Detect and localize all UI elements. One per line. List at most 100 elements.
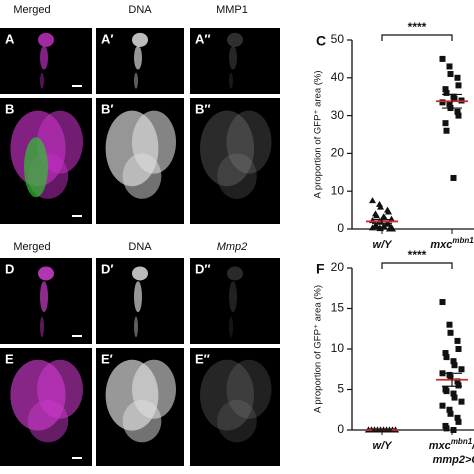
data-point bbox=[450, 358, 457, 365]
panel-label: C bbox=[316, 33, 326, 49]
tissue bbox=[229, 281, 237, 313]
data-point bbox=[439, 99, 446, 106]
y-tick-label: 5 bbox=[337, 382, 344, 396]
micrograph bbox=[190, 28, 280, 94]
tissue bbox=[40, 45, 48, 70]
column-header: MMP1 bbox=[216, 4, 248, 16]
data-point bbox=[443, 388, 450, 395]
panel-label: B bbox=[5, 101, 14, 116]
tissue bbox=[229, 72, 233, 89]
data-point bbox=[447, 374, 454, 381]
tissue bbox=[40, 281, 48, 313]
data-point bbox=[446, 406, 453, 413]
tissue bbox=[200, 359, 254, 431]
y-tick-label: 40 bbox=[331, 70, 345, 84]
data-point bbox=[454, 414, 461, 421]
x-tick-label-part: mbn1 bbox=[452, 236, 474, 245]
column-header: DNA bbox=[128, 241, 152, 253]
data-point bbox=[454, 74, 461, 81]
y-axis-label: A proportion of GFP⁺ area (%) bbox=[313, 70, 324, 198]
data-point bbox=[455, 382, 462, 389]
data-point bbox=[388, 215, 395, 222]
y-tick-label: 0 bbox=[337, 422, 344, 436]
panel-label: D′ bbox=[101, 261, 114, 276]
micrograph bbox=[190, 258, 280, 344]
x-tick-label: mmp2>C bbox=[433, 454, 474, 466]
y-tick-label: 20 bbox=[331, 260, 345, 274]
column-header: DNA bbox=[128, 4, 152, 16]
data-point bbox=[446, 101, 453, 108]
tissue bbox=[38, 32, 54, 47]
data-point bbox=[458, 398, 465, 405]
data-point bbox=[381, 214, 388, 221]
data-point bbox=[458, 366, 465, 373]
y-tick-label: 20 bbox=[331, 146, 345, 160]
tissue bbox=[38, 266, 54, 281]
panel-label: A bbox=[5, 31, 15, 46]
data-point bbox=[439, 55, 446, 62]
panel-label: F bbox=[316, 261, 325, 277]
data-point bbox=[446, 63, 453, 70]
data-point bbox=[377, 203, 384, 210]
tissue bbox=[226, 359, 272, 419]
data-point bbox=[450, 427, 457, 433]
significance-bracket bbox=[381, 34, 453, 41]
x-tick-label-part: mxc bbox=[429, 440, 451, 452]
tissue bbox=[122, 153, 162, 199]
tissue bbox=[122, 399, 162, 443]
data-point bbox=[443, 127, 450, 134]
data-point bbox=[446, 321, 453, 328]
x-tick-label-part: mbn1 bbox=[451, 437, 473, 446]
panel-label: D″ bbox=[195, 261, 211, 276]
data-point bbox=[442, 120, 449, 127]
data-point bbox=[454, 108, 461, 115]
data-point bbox=[369, 224, 376, 231]
tissue bbox=[217, 153, 257, 199]
tissue bbox=[200, 110, 254, 187]
data-point bbox=[385, 208, 392, 215]
panel-label: E bbox=[5, 351, 14, 366]
data-point bbox=[373, 212, 380, 219]
x-tick-label-part: w/Y bbox=[373, 440, 394, 452]
data-point bbox=[377, 225, 384, 232]
tissue bbox=[27, 399, 69, 443]
micrograph bbox=[190, 98, 280, 224]
x-tick-label: w/Y bbox=[373, 239, 394, 251]
panel-label: A′ bbox=[101, 31, 114, 46]
x-tick-label: w/Y bbox=[373, 440, 394, 452]
column-header: Mmp2 bbox=[217, 241, 248, 253]
data-point bbox=[369, 197, 376, 204]
column-header: Merged bbox=[13, 241, 50, 253]
tissue bbox=[132, 266, 148, 281]
data-point bbox=[447, 329, 454, 336]
data-point bbox=[443, 425, 450, 432]
x-tick-label-part: / bbox=[471, 440, 474, 452]
y-tick-label: 10 bbox=[331, 183, 345, 197]
tissue bbox=[227, 266, 243, 281]
data-point bbox=[389, 225, 396, 232]
y-tick-label: 50 bbox=[331, 32, 345, 46]
panel-label: A″ bbox=[195, 31, 211, 46]
tissue bbox=[226, 110, 272, 174]
y-tick-label: 10 bbox=[331, 341, 345, 355]
y-tick-label: 0 bbox=[337, 221, 344, 235]
y-tick-label: 30 bbox=[331, 108, 345, 122]
data-point bbox=[451, 394, 458, 401]
tissue bbox=[134, 316, 138, 338]
data-point bbox=[439, 402, 446, 409]
x-tick-label: mxcmbn1/ bbox=[429, 437, 474, 452]
tissue bbox=[134, 45, 142, 70]
data-point bbox=[455, 82, 462, 89]
data-point bbox=[454, 337, 461, 344]
data-point bbox=[443, 354, 450, 361]
tissue bbox=[134, 72, 138, 89]
y-axis-label: A proportion of GFP⁺ area (%) bbox=[313, 285, 324, 413]
tissue bbox=[40, 316, 44, 338]
significance-bracket bbox=[381, 262, 453, 269]
tissue bbox=[40, 72, 44, 89]
panel-label: E″ bbox=[195, 351, 210, 366]
x-tick-label-part: mxc bbox=[430, 239, 452, 251]
micrograph bbox=[190, 348, 280, 466]
tissue bbox=[227, 32, 243, 47]
data-point bbox=[451, 362, 458, 369]
